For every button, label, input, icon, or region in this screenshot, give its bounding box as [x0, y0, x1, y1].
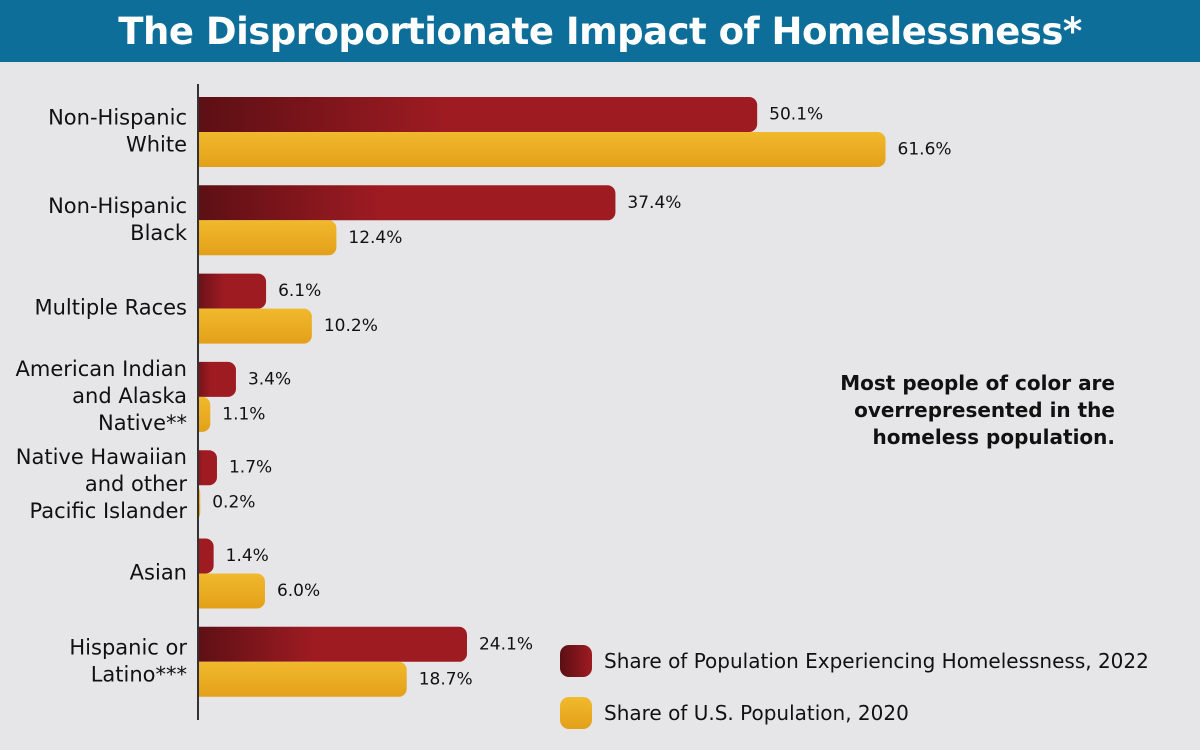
data-label: 6.1%	[278, 281, 321, 301]
legend-swatch-homelessness	[560, 645, 592, 677]
legend-swatch-population	[560, 697, 592, 729]
category-label: Non-Hispanic White	[48, 106, 187, 157]
data-label: 12.4%	[348, 228, 402, 248]
bar-homelessness	[190, 273, 267, 309]
category-label: Hispanic or Latino***	[69, 635, 187, 686]
callout-note: Most people of color are overrepresented…	[840, 371, 1115, 449]
data-label: 18.7%	[419, 669, 473, 689]
bar-chart: Non-Hispanic White 50.1% 61.6% Non-Hispanic B…	[16, 82, 952, 722]
bar-homelessness	[190, 626, 467, 662]
legend-item-homelessness: Share of Population Experiencing Homeles…	[560, 645, 1149, 677]
chart-title: The Disproportionate Impact of Homelessn…	[118, 9, 1082, 53]
data-label: 0.2%	[212, 493, 255, 513]
category-label: Asian	[130, 561, 187, 585]
data-label: 24.1%	[479, 634, 533, 654]
data-label: 1.7%	[229, 458, 272, 478]
bar-population	[190, 308, 312, 344]
bar-homelessness	[190, 97, 758, 132]
data-label: 37.4%	[627, 193, 681, 213]
data-label: 3.4%	[248, 369, 291, 389]
category-label: Multiple Races	[35, 296, 188, 320]
bar-population	[190, 573, 265, 609]
data-label: 61.6%	[898, 140, 952, 160]
legend-label-homelessness: Share of Population Experiencing Homeles…	[604, 649, 1149, 673]
legend-label-population: Share of U.S. Population, 2020	[604, 701, 909, 725]
category-label: Non-Hispanic Black	[48, 194, 188, 245]
data-label: 1.4%	[226, 546, 269, 566]
legend-item-population: Share of U.S. Population, 2020	[560, 697, 1149, 729]
data-label: 50.1%	[769, 105, 823, 125]
bar-homelessness	[190, 361, 236, 397]
chart-header: The Disproportionate Impact of Homelessn…	[0, 0, 1200, 62]
bar-population	[190, 132, 886, 167]
data-label: 1.1%	[222, 404, 265, 424]
data-label: 10.2%	[324, 316, 378, 336]
category-label: American Indian and Alaska Native**	[16, 357, 187, 435]
data-label: 6.0%	[277, 581, 320, 601]
axis-mask	[188, 82, 198, 722]
bar-homelessness	[190, 185, 616, 221]
category-label: Native Hawaiian and other Pacific Islander	[16, 445, 188, 523]
bar-population	[190, 661, 407, 697]
bar-population	[190, 220, 337, 256]
legend: Share of Population Experiencing Homeles…	[560, 645, 1149, 750]
